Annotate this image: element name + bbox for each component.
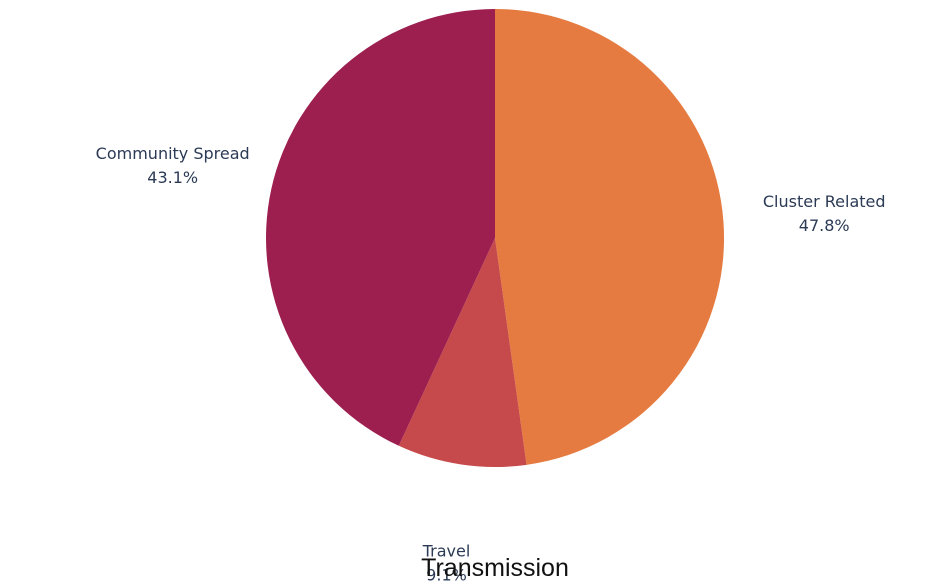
- pie-slices: [266, 8, 725, 468]
- slice-value-travel: 9.1%: [426, 565, 467, 583]
- slice-value-community-spread: 43.1%: [147, 168, 198, 187]
- slice-labels: Cluster Related 47.8% Travel 9.1% Community …: [96, 144, 886, 583]
- pie-slice-community-spread: [266, 9, 495, 446]
- pie-slice-cluster-related: [495, 8, 725, 465]
- pie-slice-travel: [398, 238, 527, 468]
- chart-title: Transmission: [421, 554, 569, 582]
- slice-label-cluster-related: Cluster Related: [763, 192, 886, 211]
- slice-value-cluster-related: 47.8%: [799, 216, 850, 235]
- slice-label-community-spread: Community Spread: [96, 144, 250, 163]
- slice-label-travel: Travel: [422, 541, 471, 560]
